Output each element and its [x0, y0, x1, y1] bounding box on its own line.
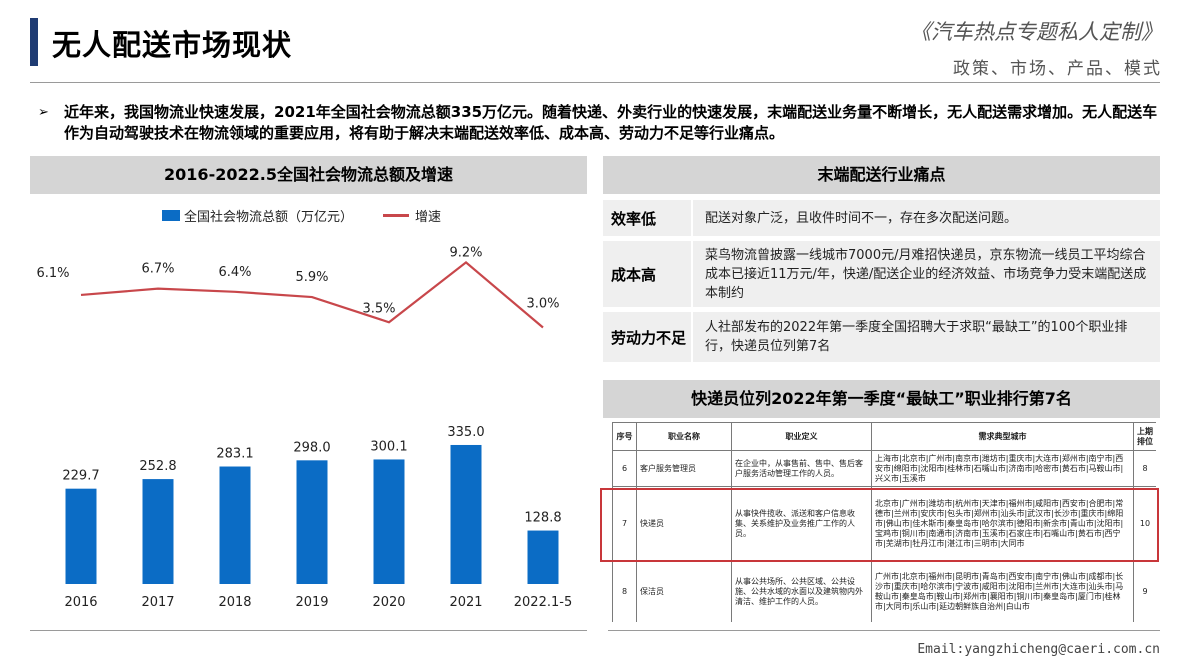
- intro-text: 近年来，我国物流业快速发展，2021年全国社会物流总额335万亿元。随着快递、外…: [64, 103, 1158, 142]
- growth-rate-line: [80, 260, 544, 329]
- x-tick-label: 2020: [372, 595, 405, 610]
- occupation-definition: 在企业中，从事售前、售中、售后客户服务活动管理工作的人员。: [731, 450, 872, 487]
- pain-panel-title: 末端配送行业痛点: [603, 156, 1160, 194]
- pain-description: 配送对象广泛，且收件时间不一，存在多次配送问题。: [705, 210, 1018, 226]
- bar-2021: [450, 444, 482, 584]
- pain-description: 人社部发布的2022年第一季度全国招聘大于求职“最缺工”的100个职业排行，快递…: [705, 320, 1128, 354]
- chart-legend: 全国社会物流总额（万亿元） 增速: [162, 206, 441, 225]
- rank-panel-title: 快递员位列2022年第一季度“最缺工”职业排行第7名: [603, 380, 1160, 418]
- brand-block: 《汽车热点专题私人定制》 政策、市场、产品、模式: [910, 16, 1162, 79]
- pain-label: 劳动力不足: [603, 312, 693, 362]
- rank-number: 8: [612, 560, 637, 622]
- occupation-definition: 从事快件揽收、派送和客户信息收集、关系维护及业务推广工作的人员。: [731, 486, 872, 561]
- column-header: 需求典型城市: [871, 422, 1134, 451]
- pain-label: 成本高: [603, 241, 693, 307]
- pain-label: 效率低: [603, 200, 693, 236]
- legend-line-swatch: [383, 214, 410, 217]
- growth-rate-label: 3.5%: [362, 301, 395, 316]
- bar-2018: [219, 466, 251, 584]
- table-row: 7 快递员 从事快件揽收、派送和客户信息收集、关系维护及业务推广工作的人员。 北…: [612, 486, 1156, 561]
- column-header: 职业名称: [636, 422, 732, 451]
- legend-line-label: 增速: [415, 210, 442, 225]
- brand-name: 《汽车热点专题私人定制》: [910, 20, 1162, 44]
- occupation-definition: 从事公共场所、公共区域、公共设施、公共水域的水面以及建筑物内外清洁、维护工作的人…: [731, 560, 872, 622]
- demand-cities: 北京市|广州市|潍坊市|杭州市|天津市|福州市|咸阳市|西安市|合肥市|常德市|…: [871, 486, 1134, 561]
- x-tick-label: 2019: [295, 595, 328, 610]
- intro-paragraph: ➢ 近年来，我国物流业快速发展，2021年全国社会物流总额335万亿元。随着快递…: [38, 102, 1163, 144]
- x-tick-label: 2021: [449, 595, 482, 610]
- bar-value-label: 229.7: [62, 469, 99, 484]
- bar-value-label: 283.1: [216, 447, 253, 462]
- growth-rate-label: 5.9%: [295, 270, 328, 285]
- previous-rank: 9: [1133, 560, 1156, 622]
- bar-value-label: 128.8: [524, 511, 561, 526]
- header-divider: [30, 82, 1160, 83]
- x-tick-label: 2017: [141, 595, 174, 610]
- contact-email: Email:yangzhicheng@caeri.com.cn: [917, 642, 1160, 657]
- occupation-rank-table: 序号 职业名称 职业定义 需求典型城市 上期排位 6 客户服务管理员 在企业中，…: [612, 422, 1156, 622]
- growth-rate-label: 6.4%: [218, 265, 251, 280]
- table-header-row: 序号 职业名称 职业定义 需求典型城市 上期排位: [612, 422, 1156, 451]
- legend-bar-swatch: [162, 210, 180, 221]
- pain-points-table: 效率低 配送对象广泛，且收件时间不一，存在多次配送问题。 成本高 菜鸟物流曾披露…: [603, 200, 1160, 367]
- occupation-name: 保洁员: [636, 560, 732, 622]
- previous-rank: 8: [1133, 450, 1156, 487]
- bar-value-label: 335.0: [447, 425, 484, 440]
- growth-rate-label: 3.0%: [526, 297, 559, 312]
- bar-2019: [296, 460, 328, 584]
- occupation-rank-table-wrap: 序号 职业名称 职业定义 需求典型城市 上期排位 6 客户服务管理员 在企业中，…: [612, 422, 1156, 622]
- pain-row-efficiency: 效率低 配送对象广泛，且收件时间不一，存在多次配送问题。: [603, 200, 1160, 236]
- pain-description: 菜鸟物流曾披露一线城市7000元/月难招快递员，京东物流一线员工平均综合成本已接…: [705, 247, 1147, 301]
- x-tick-label: 2022.1-5: [514, 595, 572, 610]
- occupation-name: 快递员: [636, 486, 732, 561]
- rank-number: 6: [612, 450, 637, 487]
- demand-cities: 上海市|北京市|广州市|南京市|潍坊市|重庆市|大连市|郑州市|南宁市|西安市|…: [871, 450, 1134, 487]
- bar-value-label: 300.1: [370, 439, 407, 454]
- legend-bar-label: 全国社会物流总额（万亿元）: [184, 210, 354, 225]
- growth-rate-label: 6.1%: [36, 266, 69, 281]
- courier-row-highlight-box: [600, 488, 1159, 562]
- footer-divider: [608, 630, 1160, 631]
- column-header: 上期排位: [1133, 422, 1156, 451]
- bullet-arrow-icon: ➢: [38, 105, 49, 120]
- demand-cities: 广州市|北京市|福州市|昆明市|青岛市|西安市|南宁市|佛山市|成都市|长沙市|…: [871, 560, 1134, 622]
- occupation-name: 客户服务管理员: [636, 450, 732, 487]
- column-header: 职业定义: [731, 422, 872, 451]
- column-header: 序号: [612, 422, 637, 451]
- bar-2022.1-5: [527, 530, 559, 584]
- page-title: 无人配送市场现状: [52, 28, 293, 62]
- growth-rate-label: 9.2%: [449, 245, 482, 260]
- bar-2020: [373, 459, 405, 584]
- chart-panel-title: 2016-2022.5全国社会物流总额及增速: [30, 156, 587, 194]
- x-tick-label: 2018: [218, 595, 251, 610]
- table-row: 8 保洁员 从事公共场所、公共区域、公共设施、公共水域的水面以及建筑物内外清洁、…: [612, 560, 1156, 622]
- bar-value-label: 298.0: [293, 440, 330, 455]
- pain-row-cost: 成本高 菜鸟物流曾披露一线城市7000元/月难招快递员，京东物流一线员工平均综合…: [603, 241, 1160, 307]
- title-accent-bar: [30, 18, 38, 66]
- chart-bottom-rule: [30, 630, 587, 631]
- table-row: 6 客户服务管理员 在企业中，从事售前、售中、售后客户服务活动管理工作的人员。 …: [612, 450, 1156, 487]
- bar-2016: [65, 488, 97, 584]
- growth-rate-label: 6.7%: [141, 262, 174, 277]
- bar-value-label: 252.8: [139, 459, 176, 474]
- logistics-chart: 229.7 2016 252.8 2017 283.1 2018 298.0 2019 300.…: [36, 245, 572, 610]
- x-tick-label: 2016: [64, 595, 97, 610]
- brand-subtitle: 政策、市场、产品、模式: [953, 59, 1162, 79]
- pain-row-labor: 劳动力不足 人社部发布的2022年第一季度全国招聘大于求职“最缺工”的100个职…: [603, 312, 1160, 362]
- bar-2017: [142, 479, 174, 584]
